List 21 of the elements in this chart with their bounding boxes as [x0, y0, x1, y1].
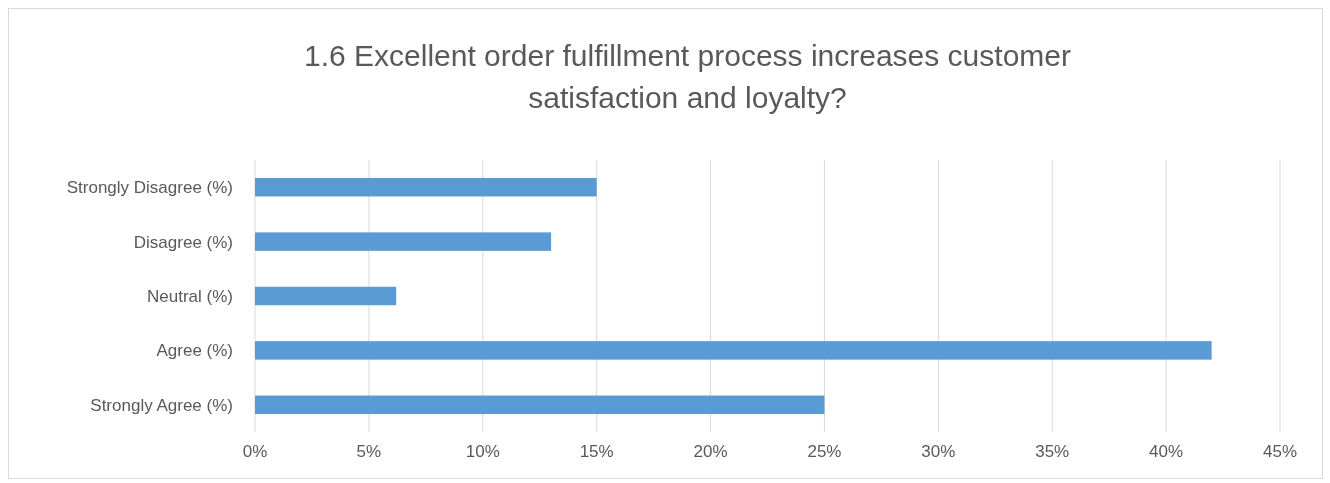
bar — [255, 341, 1212, 360]
bar — [255, 232, 552, 251]
x-tick-label: 45% — [1262, 442, 1298, 461]
x-tick-label: 10% — [465, 442, 500, 461]
bar — [255, 177, 597, 197]
x-tick-label: 40% — [1149, 442, 1184, 461]
y-tick-label: Disagree (%) — [133, 232, 233, 252]
x-tick-label: 30% — [921, 442, 956, 461]
y-tick-label: Agree (%) — [156, 341, 233, 361]
x-tick-label: 25% — [807, 442, 842, 461]
x-tick-label: 15% — [579, 442, 614, 461]
x-tick-label: 5% — [356, 442, 382, 461]
y-tick-label: Strongly Disagree (%) — [66, 178, 233, 198]
chart-title: 1.6 Excellent order fulfillment process increases customer satisfaction and loyalty? — [304, 39, 1071, 114]
x-tick-label: 20% — [693, 442, 728, 461]
y-tick-label: Neutral (%) — [147, 286, 233, 306]
bar — [255, 395, 825, 415]
x-tick-label: 0% — [242, 442, 268, 461]
bar — [255, 286, 397, 306]
x-tick-label: 35% — [1035, 442, 1070, 461]
y-tick-label: Strongly Agree (%) — [90, 395, 233, 415]
